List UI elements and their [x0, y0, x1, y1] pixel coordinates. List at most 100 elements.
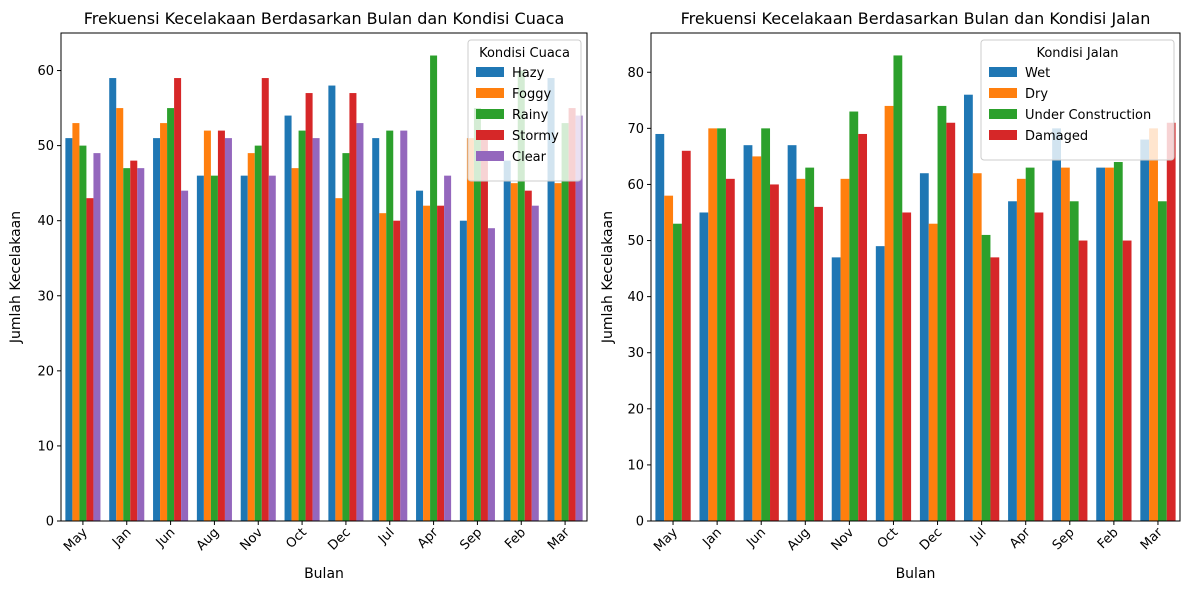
legend-label: Stormy	[512, 129, 559, 144]
bar-hazy-jan	[109, 78, 117, 522]
y-tick-label: 60	[627, 178, 644, 193]
x-tick-label: Jan	[109, 525, 134, 550]
bar-rainy-sep	[473, 108, 481, 521]
y-axis-label: Jumlah Kecelakaan	[8, 211, 24, 344]
y-tick-label: 50	[37, 139, 54, 154]
bar-stormy-oct	[305, 93, 313, 521]
bar-rainy-jul	[386, 130, 394, 521]
bar-clear-nov	[268, 175, 276, 521]
bar-wet-sep	[1052, 128, 1061, 522]
chart-2: 0 10 20 30 40 50 60 70 80 May Jan Jun Aug Nov Oct Dec Ju…	[600, 9, 1181, 582]
bar-wet-may	[655, 133, 665, 521]
bar-hazy-may	[65, 138, 73, 522]
bars	[65, 55, 583, 522]
x-tick-label: Mar	[545, 525, 573, 553]
bar-wet-apr	[1008, 201, 1017, 521]
bar-hazy-jul	[372, 138, 380, 522]
bar-clear-aug	[224, 138, 232, 522]
bar-damaged-oct	[902, 212, 912, 522]
legend: Kondisi Cuaca Hazy Foggy Rainy Stormy Clear	[467, 39, 582, 182]
bar-clear-may	[93, 153, 101, 521]
y-tick-label: 20	[37, 364, 54, 379]
x-tick-label: Sep	[457, 525, 485, 553]
bar-dry-aug	[796, 178, 806, 521]
bar-foggy-mar	[554, 183, 562, 521]
bar-under-construction-jun	[761, 128, 771, 522]
bar-foggy-feb	[510, 183, 518, 521]
bar-dry-may	[664, 195, 674, 522]
bar-damaged-jul	[990, 257, 1000, 521]
bar-rainy-jun	[167, 108, 175, 521]
legend-swatch	[476, 67, 504, 77]
legend-label: Clear	[512, 150, 547, 165]
bar-clear-feb	[531, 205, 539, 521]
bar-rainy-apr	[430, 55, 438, 522]
y-tick-label: 20	[627, 402, 644, 417]
bar-damaged-apr	[1034, 212, 1044, 522]
y-tick-label: 60	[37, 64, 54, 79]
x-tick-label: Aug	[785, 525, 814, 554]
y-tick-label: 40	[37, 214, 54, 229]
bar-dry-dec	[928, 223, 938, 521]
bar-foggy-dec	[335, 198, 343, 522]
legend-swatch	[989, 88, 1017, 98]
bar-hazy-oct	[284, 115, 292, 521]
bar-damaged-jun	[770, 184, 779, 521]
bar-clear-jun	[181, 190, 189, 521]
y-tick-label: 40	[627, 290, 644, 305]
x-tick-label: Feb	[502, 525, 529, 552]
bar-damaged-nov	[858, 133, 868, 521]
legend-swatch	[989, 130, 1017, 140]
bar-stormy-sep	[480, 130, 488, 521]
bar-rainy-mar	[561, 123, 569, 521]
x-tick-label: Jul	[967, 525, 989, 547]
legend-swatch	[476, 130, 504, 140]
bar-stormy-jul	[393, 220, 401, 521]
x-tick-label: Jan	[699, 525, 724, 550]
chart-title: Frekuensi Kecelakaan Berdasarkan Bulan d…	[681, 9, 1151, 28]
x-tick-label: Apr	[1007, 525, 1034, 552]
bar-rainy-dec	[342, 153, 350, 521]
bar-stormy-jun	[174, 78, 182, 522]
y-tick-label: 30	[627, 346, 644, 361]
x-tick-label: Feb	[1095, 525, 1122, 552]
bar-under-construction-dec	[937, 105, 947, 522]
bar-under-construction-may	[673, 223, 682, 521]
x-tick-label: Apr	[415, 525, 442, 552]
bar-dry-jun	[752, 156, 762, 521]
bar-rainy-jan	[123, 168, 131, 521]
bar-hazy-dec	[328, 85, 336, 522]
x-tick-label: Dec	[325, 525, 353, 553]
legend-swatch	[476, 88, 504, 98]
x-axis-label: Bulan	[304, 566, 344, 582]
legend-label: Damaged	[1025, 129, 1088, 144]
x-tick-label: Dec	[917, 525, 945, 553]
y-axis-label: Jumlah Kecelakaan	[600, 211, 616, 344]
bar-under-construction-feb	[1113, 162, 1123, 521]
bar-foggy-nov	[247, 153, 255, 521]
bar-under-construction-apr	[1025, 167, 1035, 521]
bar-clear-oct	[312, 138, 320, 522]
bar-stormy-jan	[130, 160, 138, 521]
bar-wet-aug	[787, 145, 797, 521]
bar-wet-mar	[1140, 139, 1150, 521]
bar-foggy-may	[72, 123, 80, 521]
legend-label: Foggy	[512, 87, 551, 102]
x-tick-label: May	[651, 525, 681, 555]
bar-hazy-feb	[503, 160, 511, 521]
bar-wet-jan	[699, 212, 709, 522]
legend-swatch	[476, 109, 504, 119]
legend-label: Wet	[1025, 66, 1050, 81]
bar-dry-oct	[884, 105, 894, 522]
bar-wet-dec	[919, 173, 929, 522]
bar-damaged-may	[681, 150, 691, 522]
bar-clear-mar	[575, 115, 583, 521]
x-tick-label: Mar	[1138, 525, 1166, 553]
bar-hazy-nov	[240, 175, 248, 521]
bar-clear-jul	[400, 130, 408, 521]
legend-label: Hazy	[512, 66, 545, 81]
bar-foggy-aug	[203, 130, 211, 521]
bar-wet-jul	[963, 94, 973, 521]
bar-foggy-oct	[291, 168, 299, 521]
